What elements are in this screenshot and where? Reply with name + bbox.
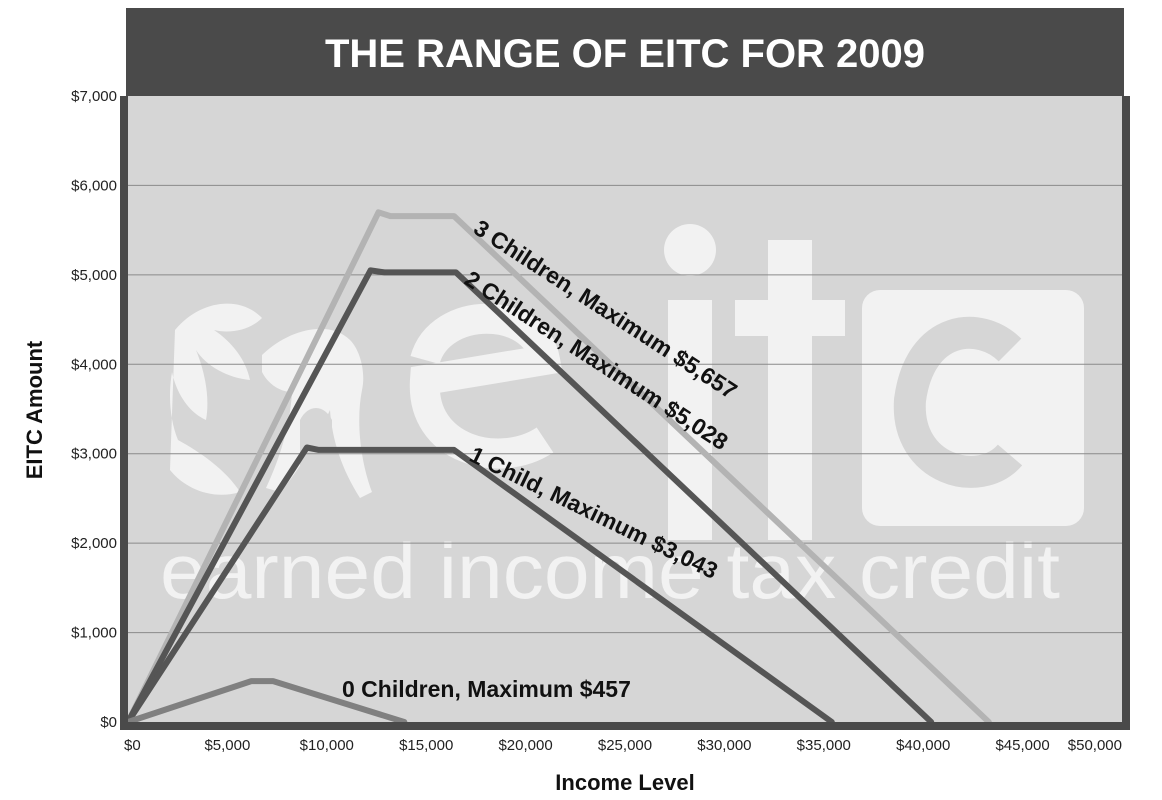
x-tick-label: $5,000 (204, 737, 250, 754)
y-tick-label: $3,000 (71, 446, 117, 463)
y-tick-label: $1,000 (71, 625, 117, 642)
letter-dot-i (664, 224, 716, 276)
letter-stem-t (768, 240, 812, 540)
x-tick-label: $15,000 (399, 737, 453, 754)
y-tick-label: $5,000 (71, 267, 117, 284)
letter-bar-t (735, 300, 845, 336)
chart-title: THE RANGE OF EITC FOR 2009 (325, 32, 925, 76)
y-tick-label: $7,000 (71, 88, 117, 105)
y-tick-label: $2,000 (71, 535, 117, 552)
series-label-0-children: 0 Children, Maximum $457 (342, 676, 631, 702)
y-axis-title: EITC Amount (22, 340, 47, 479)
y-tick-label: $6,000 (71, 177, 117, 194)
y-tick-label: $0 (100, 714, 117, 731)
watermark-tagline: earned income tax credit (160, 527, 1060, 615)
x-tick-label: $10,000 (300, 737, 354, 754)
y-axis-ticks: $0 $1,000 $2,000 $3,000 $4,000 $5,000 $6,000 $7… (71, 88, 117, 731)
x-axis-title: Income Level (555, 770, 694, 795)
x-tick-label: $25,000 (598, 737, 652, 754)
x-tick-label: $40,000 (896, 737, 950, 754)
x-tick-label: $50,000 (1068, 737, 1122, 754)
x-axis-ticks: $0 $5,000 $10,000 $15,000 $20,000 $25,000 $30,… (124, 737, 1122, 754)
x-tick-label: $20,000 (498, 737, 552, 754)
x-tick-label: $45,000 (995, 737, 1049, 754)
y-tick-label: $4,000 (71, 356, 117, 373)
x-tick-label: $30,000 (697, 737, 751, 754)
x-tick-label: $0 (124, 737, 141, 754)
x-tick-label: $35,000 (797, 737, 851, 754)
